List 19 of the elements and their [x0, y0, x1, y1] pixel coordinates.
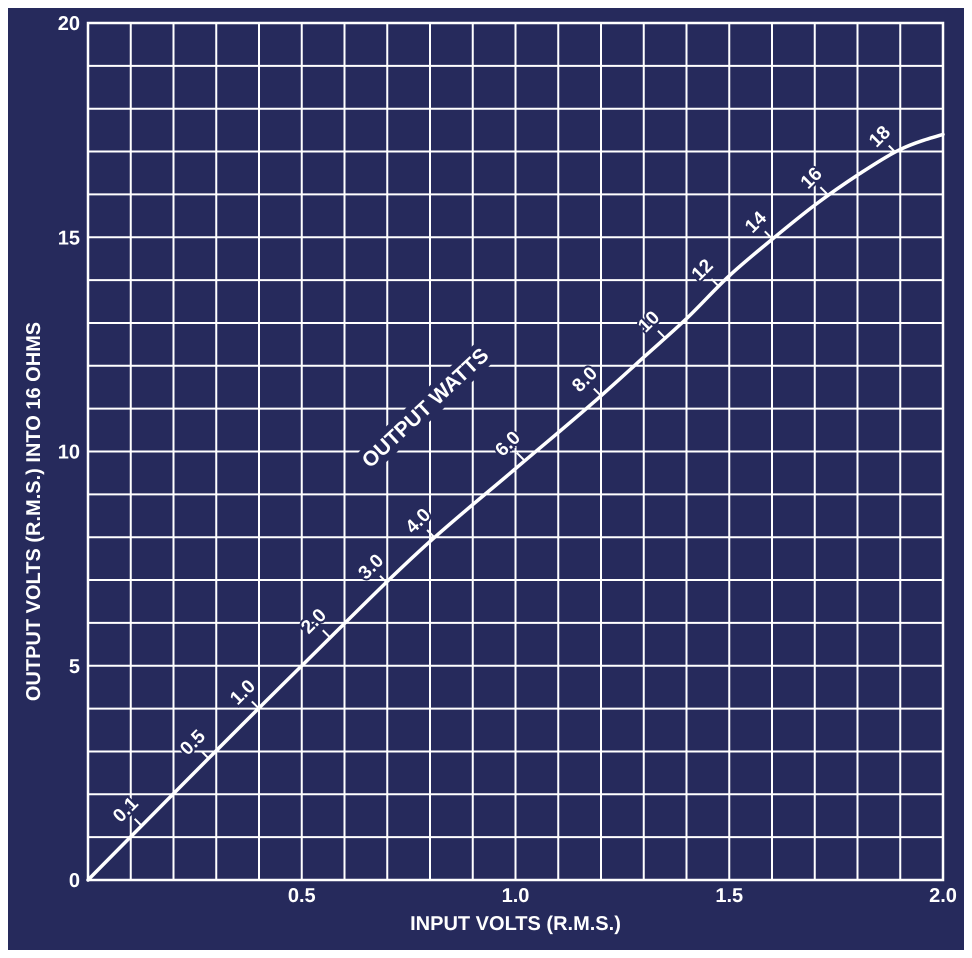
annotation: 1.0 — [226, 676, 260, 710]
x-axis-title: INPUT VOLTS (R.M.S.) — [410, 913, 621, 935]
y-tick-label: 20 — [58, 13, 80, 35]
annotation: 8.0 — [568, 363, 602, 397]
annotation: 0.1 — [109, 793, 144, 827]
y-tick-label: 10 — [58, 442, 80, 464]
annotation: 12 — [688, 255, 718, 286]
annotation: 4.0 — [402, 504, 436, 538]
x-tick-label: 0.5 — [288, 885, 316, 907]
y-tick-label: 5 — [68, 656, 80, 678]
y-axis-title: OUTPUT VOLTS (R.M.S.) INTO 16 OHMS — [23, 322, 45, 702]
x-tick-label: 1.0 — [502, 885, 530, 907]
x-tick-label: 2.0 — [929, 885, 957, 907]
x-tick-label: 1.5 — [715, 885, 744, 907]
annotation: 18 — [865, 122, 895, 152]
y-tick-label: 15 — [58, 227, 80, 250]
annotation: 14 — [741, 207, 772, 238]
annotation: 3.0 — [354, 550, 388, 584]
y-tick-label: 0 — [68, 870, 80, 892]
